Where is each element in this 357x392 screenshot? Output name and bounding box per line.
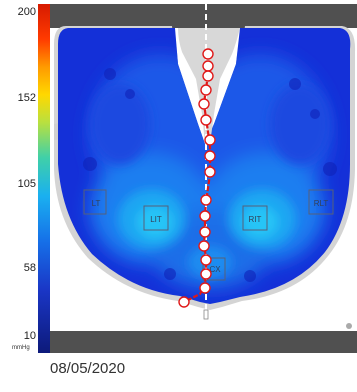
scale-tick-label: 152 <box>17 92 36 104</box>
pressure-color-scale <box>38 4 50 353</box>
midline-end-marker <box>203 309 209 320</box>
scale-unit-label: mmHg <box>12 345 30 351</box>
region-box-cx <box>202 257 226 281</box>
sensor-bottom-edge <box>50 331 357 353</box>
region-box-rit <box>242 205 268 231</box>
region-label-rlt: RLT <box>314 199 329 208</box>
capture-date: 08/05/2020 <box>50 360 126 377</box>
region-label-lit: LIT <box>150 215 162 224</box>
sensor-top-edge <box>50 4 357 28</box>
region-box-lit <box>143 205 169 231</box>
region-label-rit: RIT <box>249 215 262 224</box>
region-label-lt: LT <box>92 199 101 208</box>
scale-tick-label: 58 <box>23 262 36 274</box>
region-label-cx: CX <box>209 265 221 274</box>
corner-dot <box>346 323 352 329</box>
spine-trace-points <box>178 48 216 308</box>
region-box-rlt <box>308 189 334 215</box>
pressure-map: LT LIT RIT RLT CX <box>50 4 357 353</box>
scale-tick-label: 200 <box>17 6 36 18</box>
scale-tick-label: 10 <box>23 330 36 342</box>
scale-tick-label: 105 <box>17 178 36 190</box>
region-box-lt <box>83 189 107 215</box>
